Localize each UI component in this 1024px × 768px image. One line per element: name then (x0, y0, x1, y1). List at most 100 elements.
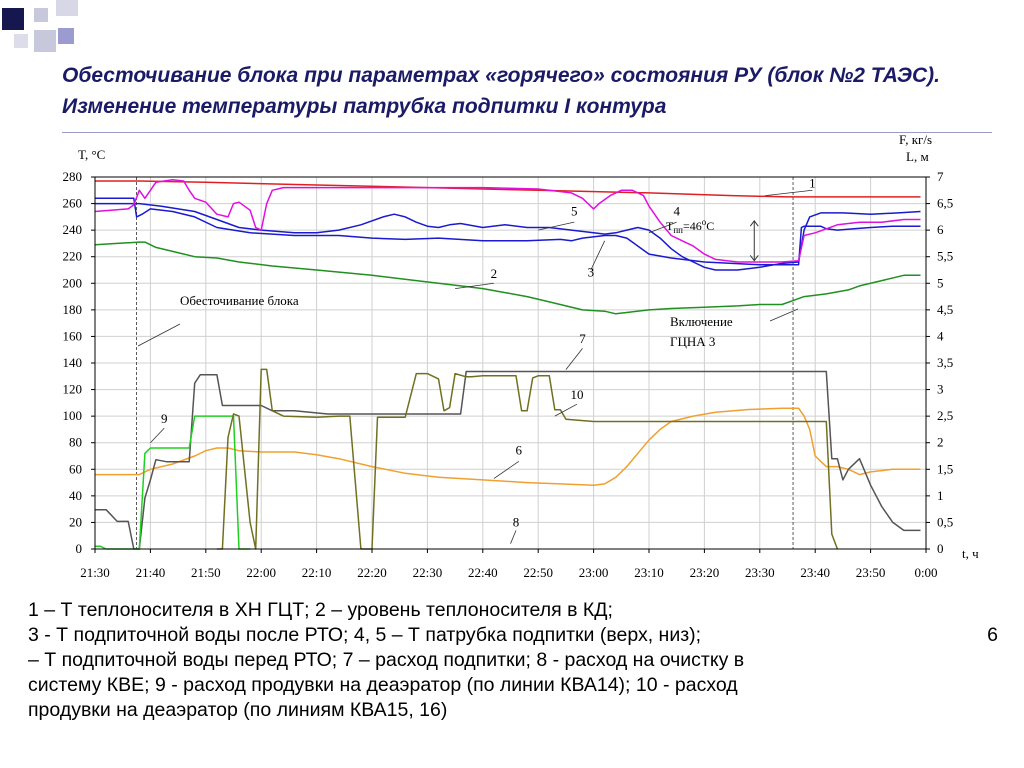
chart: 21:30 21:40 21:50 22:00 22:10 22:20 22:30 22:40… (63, 132, 980, 580)
series-label-9: 9 (161, 411, 168, 426)
series-label-2: 2 (491, 266, 498, 281)
slide-title: Обесточивание блока при параметрах «горя… (62, 64, 941, 118)
x-tick-label: 0:00 (914, 565, 937, 580)
y-right-tick-label: 2,5 (937, 408, 953, 423)
series-line-7 (95, 370, 921, 550)
right-axis-label-flow: F, кг/s (899, 132, 932, 147)
annotation-power-off: Обесточивание блока (180, 293, 299, 308)
caption-line: 3 - Т подпиточной воды после РТО; 4, 5 –… (28, 623, 998, 648)
series-line-3 (95, 197, 921, 266)
x-tick-label: 22:20 (357, 565, 387, 580)
x-tick-label: 22:50 (523, 565, 553, 580)
y-left-tick-label: 60 (69, 461, 82, 476)
leader-line (590, 240, 606, 271)
y-right-tick-label: 0,5 (937, 514, 953, 529)
x-tick-label: 21:30 (80, 565, 110, 580)
annotation-delta-t: Tпп=46оС (666, 217, 714, 235)
series-label-8: 8 (513, 514, 520, 529)
y-right-tick-label: 7 (937, 169, 944, 184)
y-left-tick-label: 0 (76, 541, 83, 556)
y-left-tick-label: 100 (63, 408, 83, 423)
delta-t-unit: С (706, 219, 714, 233)
y-left-tick-label: 220 (63, 249, 83, 264)
x-axis-label: t, ч (962, 546, 979, 561)
right-axis-label-level: L, м (906, 149, 929, 164)
x-tick-label: 23:20 (690, 565, 720, 580)
corner-square-navy (2, 8, 24, 30)
y-right-tick-label: 2 (937, 435, 944, 450)
y-right-tick-label: 6,5 (937, 196, 953, 211)
y-right-tick-label: 1 (937, 488, 944, 503)
y-right-tick-label: 4,5 (937, 302, 953, 317)
tick-labels: 21:30 21:40 21:50 22:00 22:10 22:20 22:30 22:40… (63, 169, 954, 580)
y-left-tick-label: 240 (63, 222, 83, 237)
y-right-tick-label: 6 (937, 222, 944, 237)
leader-line (765, 189, 813, 196)
y-right-tick-label: 5,5 (937, 249, 953, 264)
corner-square-grey (14, 34, 28, 48)
chart-grid (95, 177, 926, 549)
x-tick-label: 22:30 (413, 565, 443, 580)
annotation-pump-on-2: ГЦНА 3 (670, 334, 715, 349)
delta-bracket-arrows (749, 220, 759, 262)
y-left-tick-label: 120 (63, 382, 83, 397)
caption-line: 1 – Т теплоносителя в ХН ГЦТ; 2 – уровен… (28, 599, 613, 621)
series-line-4 (95, 202, 921, 271)
series-line-6 (95, 407, 921, 486)
series-label-6: 6 (516, 443, 523, 458)
corner-square-grey (56, 0, 78, 16)
x-tick-label: 23:30 (745, 565, 775, 580)
x-tick-label: 22:00 (246, 565, 276, 580)
corner-square-grey (34, 8, 48, 22)
y-left-tick-label: 140 (63, 355, 83, 370)
leader-line (493, 460, 520, 479)
series-label-7: 7 (579, 331, 586, 346)
series-label-10: 10 (570, 387, 583, 402)
leader-line (554, 403, 578, 417)
arrow-power-off (137, 323, 181, 347)
y-left-tick-label: 40 (69, 488, 82, 503)
corner-square-grey (34, 30, 56, 52)
caption-line-text: 3 - Т подпиточной воды после РТО; 4, 5 –… (28, 624, 702, 646)
x-tick-label: 23:00 (579, 565, 609, 580)
series-layer (94, 178, 921, 550)
x-tick-label: 22:40 (468, 565, 498, 580)
series-line-2 (94, 241, 921, 315)
series-label-4: 4 (673, 204, 680, 219)
x-tick-label: 23:50 (856, 565, 886, 580)
leader-line (510, 530, 517, 544)
left-axis-label: T, °С (78, 147, 105, 162)
delta-t-sub: пп (673, 225, 683, 235)
caption-line: систему КВЕ; 9 - расход продувки на деаэ… (28, 674, 738, 696)
x-tick-label: 23:40 (800, 565, 830, 580)
y-right-tick-label: 0 (937, 541, 944, 556)
corner-square-lavender (58, 28, 74, 44)
series-line-8 (95, 415, 251, 550)
leader-line (565, 348, 583, 370)
x-tick-label: 21:50 (191, 565, 221, 580)
caption-line: – Т подпиточной воды перед РТО; 7 – расх… (28, 649, 745, 671)
leader-line (455, 282, 494, 289)
series-line-5 (94, 178, 921, 263)
y-left-tick-label: 260 (63, 196, 83, 211)
x-tick-label: 22:10 (302, 565, 332, 580)
series-label-3: 3 (588, 265, 595, 280)
axes-layer (91, 176, 930, 553)
y-right-tick-label: 3 (937, 382, 944, 397)
delta-t-eq: =46 (683, 219, 702, 233)
annotations: T, °С F, кг/s L, м t, ч Обесточивание бл… (78, 132, 979, 561)
y-right-tick-label: 4 (937, 328, 944, 343)
x-tick-label: 21:40 (136, 565, 166, 580)
y-left-tick-label: 160 (63, 328, 83, 343)
series-label-5: 5 (571, 204, 578, 219)
y-left-tick-label: 180 (63, 302, 83, 317)
y-left-tick-label: 20 (69, 514, 82, 529)
leader-line (648, 221, 677, 234)
series-label-1: 1 (809, 176, 816, 191)
legend-caption: 1 – Т теплоносителя в ХН ГЦТ; 2 – уровен… (28, 598, 998, 723)
caption-line: продувки на деаэратор (по линиям КВА15, … (28, 699, 448, 721)
x-tick-label: 23:10 (634, 565, 664, 580)
leader-line (150, 427, 165, 443)
title-divider (62, 132, 992, 133)
series-line-9 (216, 368, 839, 550)
